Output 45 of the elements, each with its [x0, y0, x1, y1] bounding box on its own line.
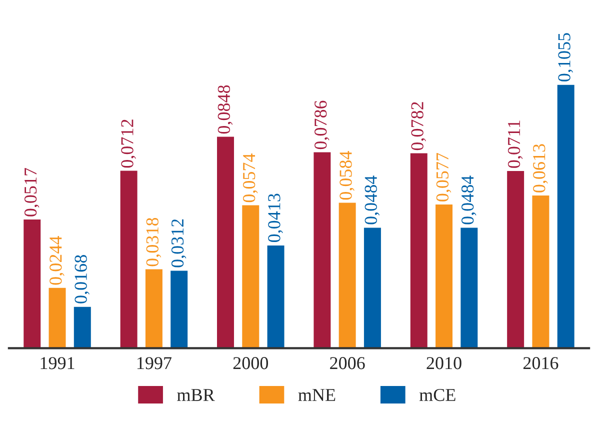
- bar: [530, 194, 551, 348]
- data-label: 0,0574: [242, 153, 258, 202]
- x-tick-label: 2006: [330, 357, 365, 370]
- data-label: 0,0244: [50, 236, 64, 285]
- bar: [556, 84, 576, 348]
- legend-label: mBR: [177, 389, 215, 401]
- bar: [240, 204, 261, 348]
- bar: [434, 203, 454, 348]
- x-tick-label: 1997: [137, 357, 172, 370]
- bar: [266, 244, 286, 348]
- bar: [118, 169, 139, 348]
- data-label: 0,1055: [558, 33, 573, 82]
- data-label: 0,0484: [364, 176, 380, 224]
- bar: [312, 150, 332, 348]
- x-tick-label: 2010: [426, 357, 462, 370]
- bar: [72, 305, 92, 348]
- legend-label: mCE: [419, 388, 456, 402]
- legend-label: mNE: [298, 389, 336, 401]
- data-label: 0,0848: [218, 85, 233, 134]
- data-label: 0,0168: [74, 255, 90, 304]
- data-label: 0,0318: [146, 218, 162, 266]
- data-label: 0,0517: [24, 168, 40, 216]
- data-label: 0,0312: [171, 219, 186, 268]
- bar: [506, 170, 526, 348]
- data-label: 0,0782: [411, 102, 426, 150]
- bar: [144, 268, 164, 348]
- bar: [169, 269, 189, 348]
- data-label: 0,0712: [121, 120, 136, 168]
- bar: [216, 135, 236, 348]
- bar: [337, 201, 358, 348]
- data-label: 0,0711: [508, 120, 523, 168]
- data-label: 0,0484: [461, 176, 476, 224]
- bar: [47, 286, 68, 348]
- bar: [22, 218, 42, 348]
- data-label: 0,0413: [268, 194, 283, 242]
- bar: [459, 226, 480, 348]
- data-label: 0,0613: [533, 144, 548, 192]
- x-tick-label: 2000: [233, 357, 268, 370]
- bar: [409, 152, 429, 348]
- data-label: 0,0786: [314, 100, 330, 150]
- data-label: 0,0584: [340, 150, 354, 200]
- bar: [362, 226, 382, 348]
- x-tick-label: 1991: [40, 357, 74, 370]
- data-label: 0,0577: [436, 152, 452, 202]
- x-tick-label: 2016: [523, 357, 558, 370]
